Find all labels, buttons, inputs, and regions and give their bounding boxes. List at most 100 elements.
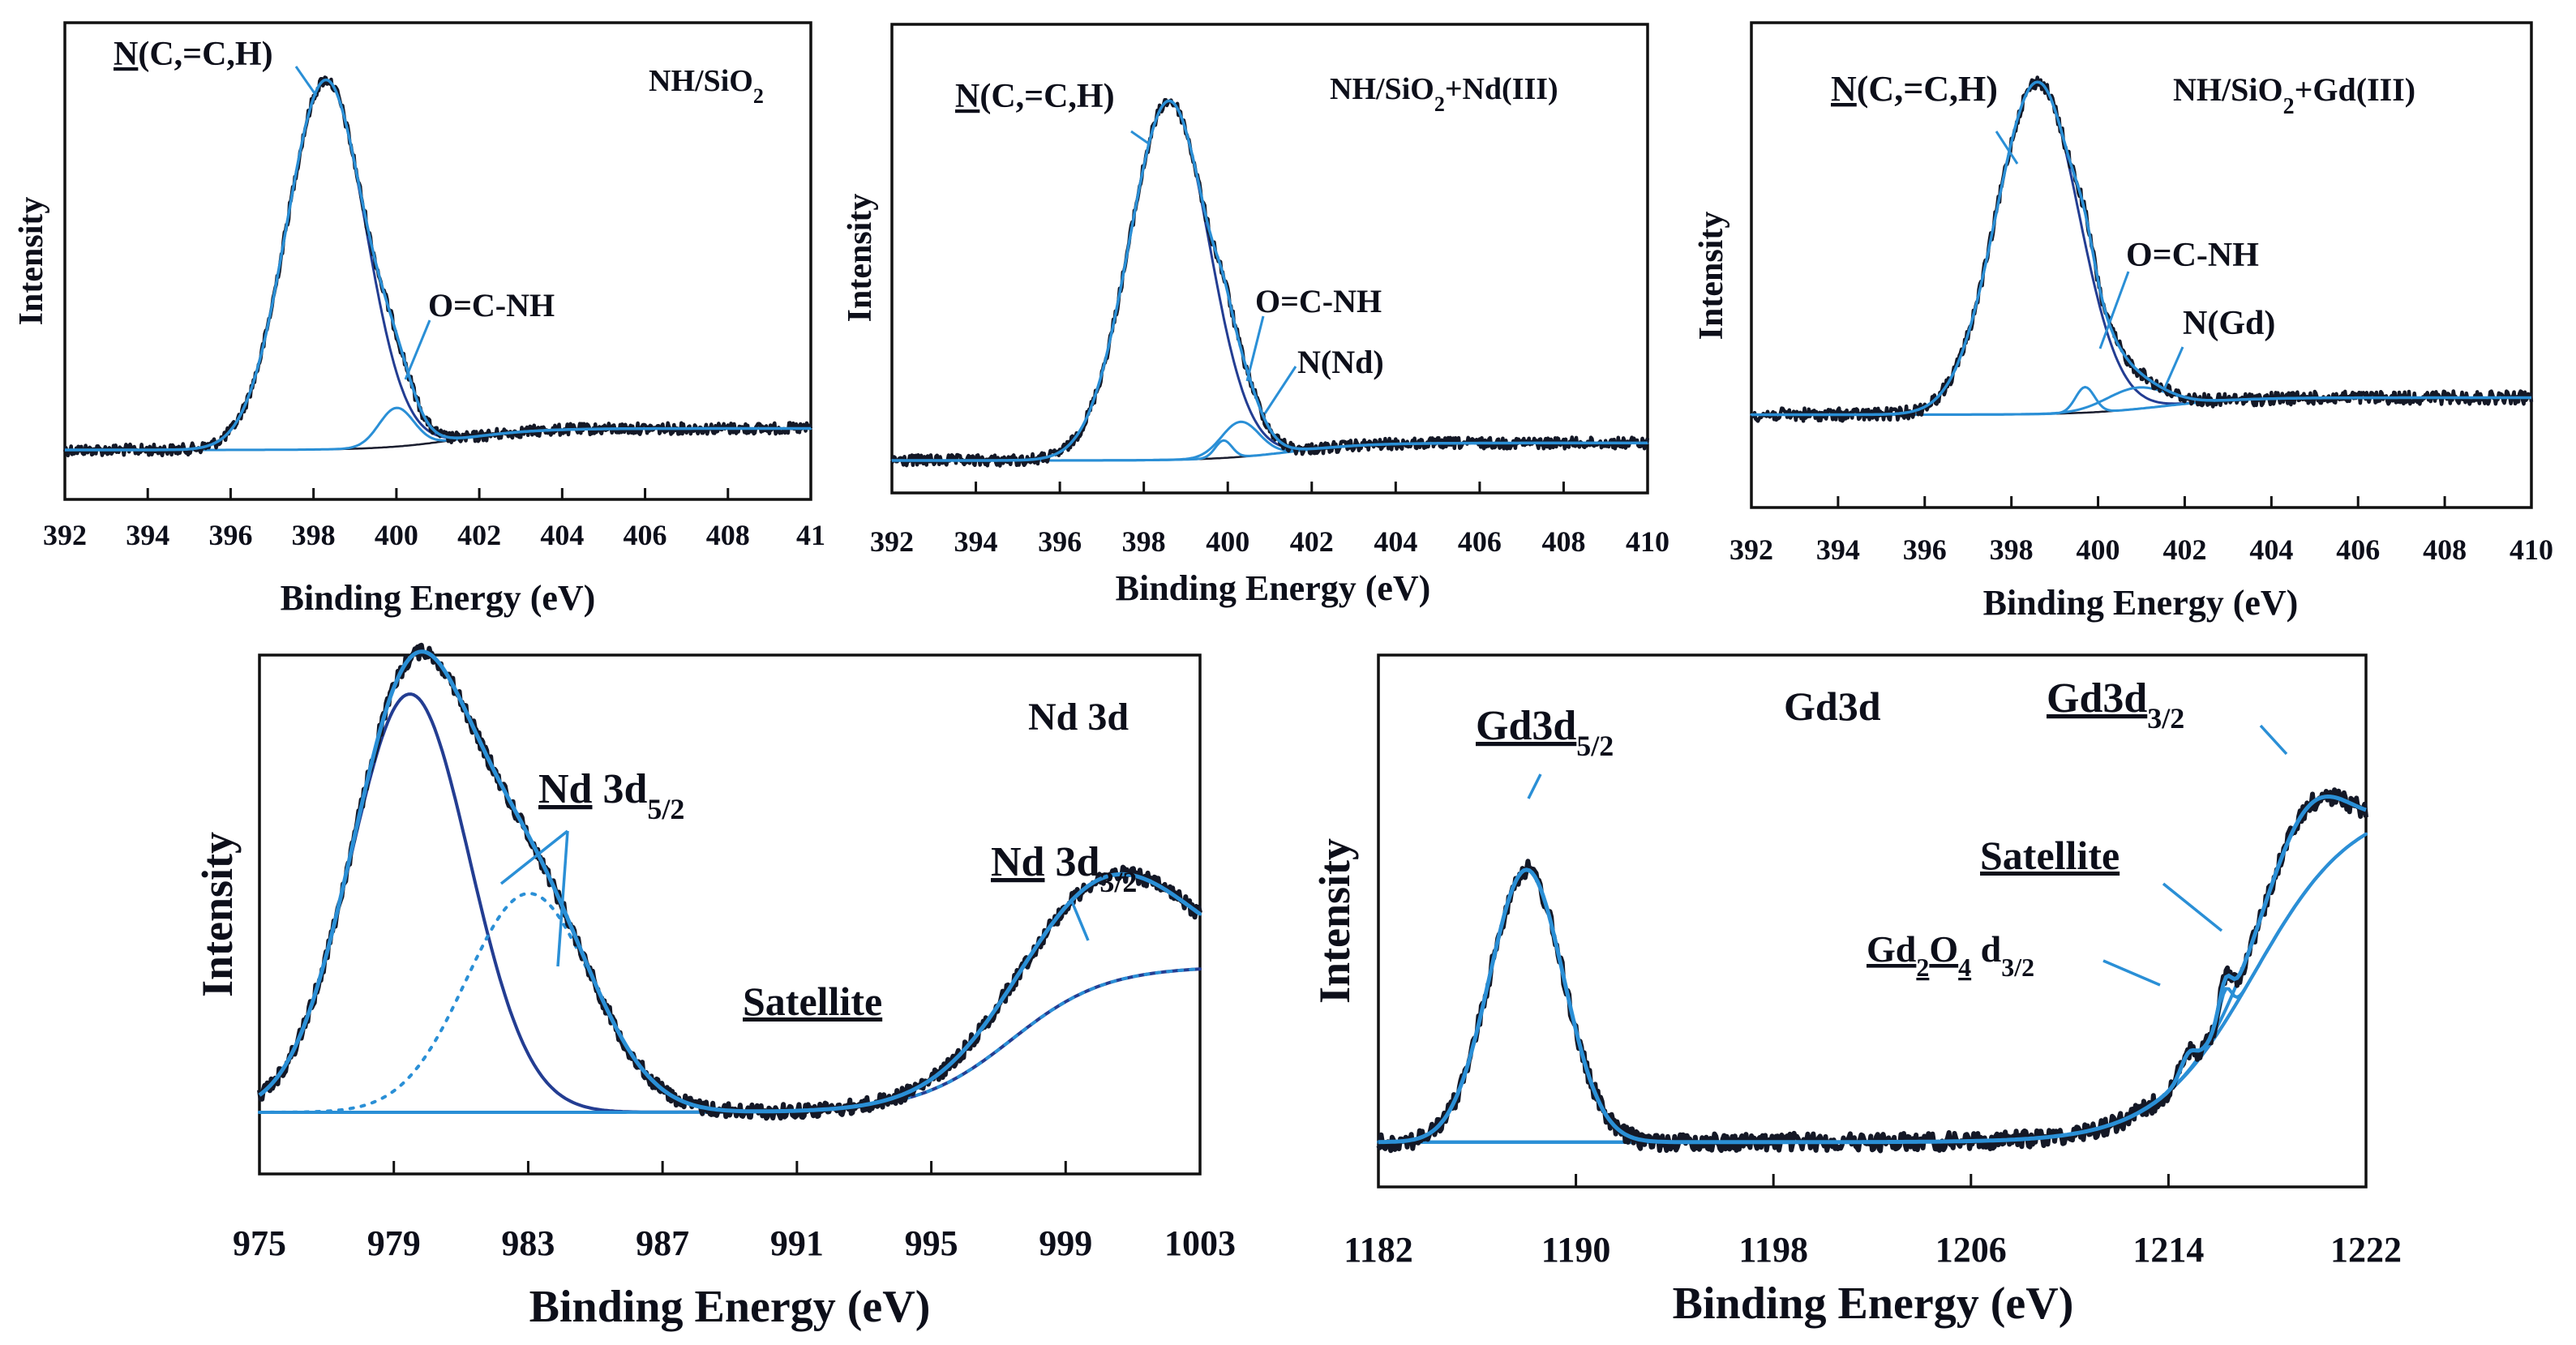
annotation-satellite: Satellite bbox=[1980, 833, 2120, 878]
fit-envelope bbox=[1378, 794, 2367, 1145]
x-tick-label: 983 bbox=[501, 1223, 555, 1263]
component-peak-1 bbox=[1377, 832, 2368, 1144]
annotation-n-cch: N(C,=C,H) bbox=[955, 78, 1115, 115]
x-tick-label: 1214 bbox=[2132, 1230, 2204, 1270]
annotation-leader bbox=[2163, 346, 2184, 388]
component-peak-1 bbox=[258, 692, 1202, 1114]
x-tick-label: 404 bbox=[1374, 525, 1417, 558]
x-tick-label: 406 bbox=[2336, 533, 2380, 566]
chart-nh-sio2-gd: NH/SiO2+Gd(III) 392 394 396 398 400 402 404 406… bbox=[1693, 21, 2553, 623]
x-tick-label: 410 bbox=[2510, 533, 2553, 566]
x-tick-label: 394 bbox=[126, 519, 169, 551]
x-tick-label: 398 bbox=[292, 519, 336, 551]
raw-spectrum bbox=[62, 75, 813, 458]
x-tick-label: 975 bbox=[233, 1223, 286, 1263]
x-axis-label: Binding Energy (eV) bbox=[1983, 583, 2299, 623]
fit-envelope bbox=[65, 78, 811, 452]
background-line bbox=[1378, 833, 2367, 1144]
annotation-o-c-nh: O=C-NH bbox=[428, 287, 555, 323]
plot-frame bbox=[63, 21, 812, 501]
x-tick-label: 392 bbox=[870, 525, 914, 558]
annotation-gd3d52: Gd3d5/2 bbox=[1476, 703, 1614, 762]
x-tick-label: 402 bbox=[457, 519, 501, 551]
annotation-o-c-nh: O=C-NH bbox=[1255, 283, 1382, 319]
x-axis-label: Binding Energy (eV) bbox=[529, 1282, 931, 1332]
x-axis-label: Binding Energy (eV) bbox=[281, 578, 596, 618]
chart-nd-3d: Nd 3d 975 979 983 987 991 995 999 1003 Binding … bbox=[193, 642, 1236, 1332]
x-tick-label: 402 bbox=[2162, 533, 2206, 566]
x-tick-label: 398 bbox=[1122, 525, 1166, 558]
annotation-leader bbox=[404, 319, 431, 380]
chart-nh-sio2: NH/SiO2 392 394 396 398 400 402 404 406 408 41 Bi… bbox=[13, 21, 825, 618]
x-tick-label: 396 bbox=[1903, 533, 1947, 566]
annotation-leader bbox=[1245, 315, 1265, 382]
x-tick-label: 396 bbox=[208, 519, 252, 551]
x-tick-label: 404 bbox=[540, 519, 584, 551]
annotation-satellite: Satellite bbox=[743, 979, 882, 1024]
x-tick-label: 999 bbox=[1039, 1223, 1092, 1263]
plot-frame bbox=[890, 23, 1649, 495]
panel-title: NH/SiO2 bbox=[649, 64, 764, 108]
plot-frame bbox=[1377, 653, 2368, 1189]
annotation-leader bbox=[2102, 959, 2161, 987]
component-peak-2 bbox=[258, 891, 1202, 1114]
y-axis-label: Intensity bbox=[13, 197, 50, 326]
x-tick-label: 406 bbox=[624, 519, 667, 551]
panel-title: NH/SiO2+Nd(III) bbox=[1330, 72, 1558, 116]
annotation-nd-3d32: Nd 3d3/2 bbox=[991, 839, 1137, 898]
annotation-n-cch: N(C,=C,H) bbox=[114, 36, 273, 73]
annotation-leader bbox=[556, 830, 569, 967]
x-tick-label: 406 bbox=[1458, 525, 1502, 558]
x-tick-label: 991 bbox=[770, 1223, 824, 1263]
plot-frame bbox=[1750, 21, 2533, 509]
x-tick-label: 1182 bbox=[1344, 1230, 1413, 1270]
x-tick-label: 41 bbox=[796, 519, 825, 551]
raw-spectrum bbox=[890, 97, 1650, 468]
x-tick-label: 1206 bbox=[1935, 1230, 2007, 1270]
annotation-n-nd: N(Nd) bbox=[1297, 344, 1384, 380]
annotation-leader bbox=[2098, 271, 2130, 349]
x-tick-label: 394 bbox=[954, 525, 998, 558]
annotation-leader bbox=[1995, 131, 2019, 165]
panel-title: Gd3d bbox=[1784, 683, 1881, 729]
fit-envelope bbox=[892, 99, 1648, 462]
annotation-leader bbox=[2259, 724, 2288, 756]
raw-spectrum bbox=[1376, 787, 2368, 1154]
y-axis-label: Intensity bbox=[193, 832, 242, 997]
x-tick-label: 396 bbox=[1038, 525, 1082, 558]
x-axis-label: Binding Energy (eV) bbox=[1673, 1279, 2074, 1329]
component-peak-4 bbox=[1377, 832, 2368, 1144]
annotation-o-c-nh: O=C-NH bbox=[2126, 237, 2259, 274]
x-tick-label: 1222 bbox=[2330, 1230, 2402, 1270]
background-line bbox=[259, 967, 1201, 1114]
annotation-leader bbox=[499, 829, 569, 885]
chart-gd-3d: Gd3d 1182 1190 1198 1206 1214 1222 Binding En… bbox=[1310, 653, 2402, 1329]
x-tick-label: 394 bbox=[1816, 533, 1860, 566]
x-tick-label: 408 bbox=[2423, 533, 2467, 566]
component-peak-3 bbox=[1377, 832, 2368, 1144]
annotation-nd-3d52: Nd 3d5/2 bbox=[538, 766, 684, 825]
fit-envelope bbox=[258, 649, 1202, 1114]
x-tick-label: 410 bbox=[1626, 525, 1669, 558]
x-tick-label: 402 bbox=[1290, 525, 1334, 558]
annotation-leader bbox=[1070, 901, 1090, 941]
panel-title: Nd 3d bbox=[1028, 696, 1129, 739]
x-tick-label: 408 bbox=[706, 519, 750, 551]
y-axis-label: Intensity bbox=[842, 194, 879, 323]
x-tick-label: 979 bbox=[367, 1223, 421, 1263]
x-axis-label: Binding Energy (eV) bbox=[1116, 568, 1431, 608]
x-tick-label: 392 bbox=[43, 519, 87, 551]
component-peak-1 bbox=[63, 78, 812, 452]
annotation-leader bbox=[294, 66, 318, 96]
annotation-leader bbox=[1527, 773, 1542, 799]
annotation-leader bbox=[1263, 366, 1297, 414]
x-tick-label: 398 bbox=[1990, 533, 2034, 566]
x-tick-label: 408 bbox=[1541, 525, 1585, 558]
panel-title: NH/SiO2+Gd(III) bbox=[2173, 71, 2415, 119]
chart-nh-sio2-nd: NH/SiO2+Nd(III) 392 394 396 398 400 402 404 406… bbox=[842, 23, 1669, 608]
y-axis-label: Intensity bbox=[1310, 838, 1359, 1004]
y-axis-label: Intensity bbox=[1693, 212, 1730, 341]
annotation-gd2o4-d32: Gd2O4 d3/2 bbox=[1867, 928, 2034, 982]
annotation-leader bbox=[1130, 130, 1151, 146]
